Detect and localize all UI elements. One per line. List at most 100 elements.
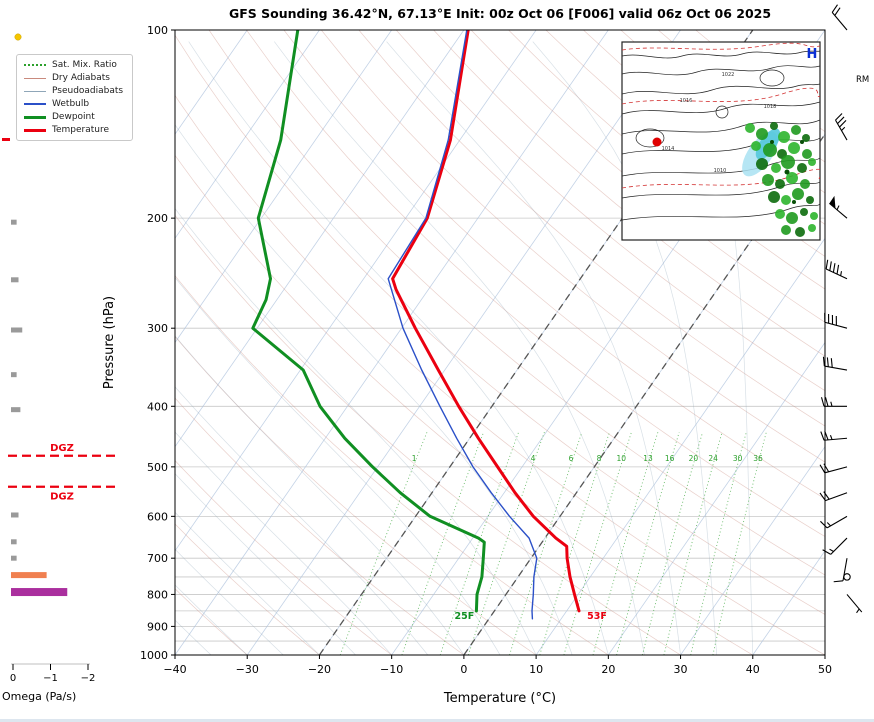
mixing-ratio-label: 6 xyxy=(569,454,574,463)
omega-bar xyxy=(11,512,19,518)
legend-swatch-pseudo xyxy=(24,90,46,92)
map-precip-blob xyxy=(768,191,780,203)
wind-barb xyxy=(831,4,848,31)
y-tick-label: 100 xyxy=(147,24,168,37)
wind-barb xyxy=(820,515,848,529)
y-tick-label: 1000 xyxy=(140,649,168,662)
pseudoadiabats xyxy=(175,41,754,655)
omega-bar xyxy=(11,372,17,378)
mixing-ratio-labels: 1 4 6 8 10 13 16 20 24 30 36 xyxy=(412,454,763,463)
map-precip-blob xyxy=(762,174,774,186)
legend-swatch-temperature xyxy=(24,128,46,132)
dewpoint-curve xyxy=(251,30,486,613)
yellow-marker-dot xyxy=(14,33,22,41)
y-axis: 100 200 300 400 500 600 700 800 900 1000 xyxy=(140,24,175,662)
wind-barb xyxy=(820,397,847,407)
map-isobar-closed xyxy=(759,69,785,87)
x-tick-label: 40 xyxy=(746,663,760,676)
x-tick-label: −20 xyxy=(308,663,331,676)
map-isotherm xyxy=(622,87,820,105)
x-tick-label: 30 xyxy=(674,663,688,676)
y-tick-label: 500 xyxy=(147,461,168,474)
high-pressure-label: H xyxy=(807,47,818,62)
y-tick-label: 700 xyxy=(147,552,168,565)
surface-temperature-label: 53F xyxy=(587,611,607,622)
map-precip-blob xyxy=(786,172,798,184)
wind-barb xyxy=(846,594,863,614)
legend: Sat. Mix. Ratio Dry Adiabats Pseudoadiabat… xyxy=(16,54,134,141)
inset-map: 1016 1022 1014 1010 1018 H xyxy=(621,41,821,241)
map-precip-blob xyxy=(810,212,818,220)
y-tick-label: 900 xyxy=(147,620,168,633)
x-axis-label: Temperature (°C) xyxy=(443,691,556,706)
map-precip-dot xyxy=(800,140,804,144)
highlighted-isotherms xyxy=(318,30,825,655)
dgz-markers: DGZ DGZ xyxy=(8,443,116,503)
x-axis: −40 −30 −20 −10 0 10 20 30 40 50 xyxy=(163,655,832,676)
omega-bar xyxy=(11,555,17,561)
legend-item-label: Wetbulb xyxy=(52,99,90,109)
chart-title: GFS Sounding 36.42°N, 67.13°E Init: 00z … xyxy=(228,6,772,21)
map-precip-blob xyxy=(808,224,816,232)
wind-barb xyxy=(843,573,851,581)
legend-item-label: Dewpoint xyxy=(52,112,95,122)
omega-bar xyxy=(11,327,23,333)
temperature-curve xyxy=(391,30,581,613)
wetbulb-curve xyxy=(387,30,538,620)
map-precip-blob xyxy=(791,125,801,135)
legend-item-wetbulb: Wetbulb xyxy=(24,99,123,109)
x-tick-label: −10 xyxy=(380,663,403,676)
inset-map-content: 1016 1022 1014 1010 1018 xyxy=(622,42,820,237)
mixing-ratio-label: 20 xyxy=(689,454,699,463)
y-axis-label: Pressure (hPa) xyxy=(102,296,117,389)
legend-swatch-mixing xyxy=(24,64,46,66)
omega-tick-label: −1 xyxy=(43,673,58,684)
map-precip-blob xyxy=(775,209,785,219)
map-isobar xyxy=(622,83,820,95)
calm-wind-marker xyxy=(843,573,851,581)
wind-barbs xyxy=(819,4,863,614)
omega-tick-label: 0 xyxy=(10,673,16,684)
surface-dewpoint-label: 25F xyxy=(455,611,475,622)
legend-item-pseudo: Pseudoadiabats xyxy=(24,86,123,96)
map-pressure-label: 1022 xyxy=(722,72,735,78)
wind-barb xyxy=(835,113,848,141)
map-pressure-label: 1014 xyxy=(662,146,675,152)
isobar-gridlines xyxy=(175,30,825,655)
mixing-ratio-label: 10 xyxy=(616,454,626,463)
map-precip-blob xyxy=(800,208,808,216)
map-isobar-closed xyxy=(715,105,729,119)
legend-item-temperature: Temperature xyxy=(24,125,123,135)
omega-bar xyxy=(11,219,17,225)
mixing-ratio-label: 16 xyxy=(665,454,675,463)
map-precip-blob xyxy=(763,143,777,157)
rm-label: RM xyxy=(856,75,869,85)
wind-barb xyxy=(819,463,848,474)
dgz-label-top: DGZ xyxy=(50,443,74,454)
wind-barb xyxy=(825,259,848,280)
x-tick-label: 50 xyxy=(818,663,832,676)
legend-item-dry: Dry Adiabats xyxy=(24,73,123,83)
omega-panel: 0 −1 −2 Omega (Pa/s) xyxy=(2,219,96,703)
map-precip-blob xyxy=(781,225,791,235)
omega-axis-label: Omega (Pa/s) xyxy=(2,690,76,703)
x-tick-label: 0 xyxy=(460,663,467,676)
map-precip-dot xyxy=(770,140,774,144)
y-tick-label: 800 xyxy=(147,588,168,601)
mixing-ratio-label: 1 xyxy=(412,454,417,463)
map-pressure-label: 1016 xyxy=(680,98,693,104)
x-tick-label: −30 xyxy=(236,663,259,676)
map-precip-blob xyxy=(800,179,810,189)
omega-tick-label: −2 xyxy=(81,673,96,684)
map-precip-blob xyxy=(781,195,791,205)
legend-item-label: Sat. Mix. Ratio xyxy=(52,60,117,70)
map-precip-dot xyxy=(792,200,796,204)
map-precip-blob xyxy=(802,149,812,159)
left-edge-red-tick xyxy=(2,138,10,141)
wind-barb xyxy=(833,558,848,583)
map-precip-blob xyxy=(781,155,795,169)
y-tick-label: 200 xyxy=(147,212,168,225)
wind-barb xyxy=(822,356,848,371)
map-isotherm xyxy=(622,42,820,51)
